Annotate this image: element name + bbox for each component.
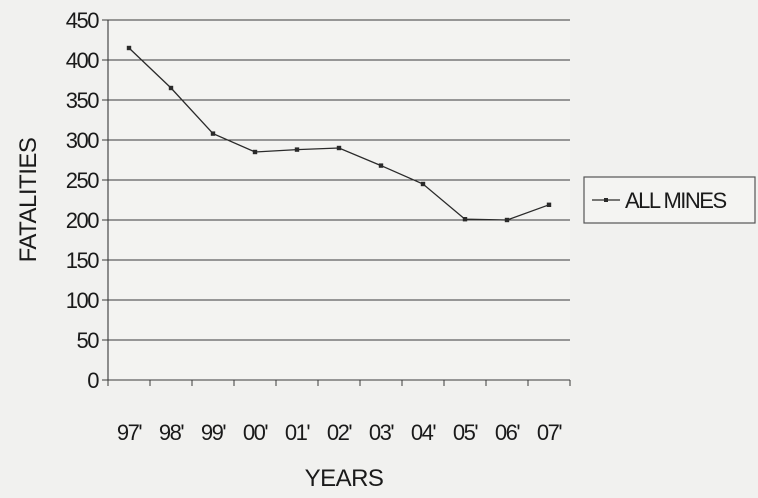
y-tick-labels: 0 50 100 150 200 250 300 350 400 450 <box>66 8 101 393</box>
data-point <box>126 45 132 51</box>
data-point <box>546 202 552 207</box>
gridlines <box>102 19 570 381</box>
x-tick-label: 00' <box>243 420 268 445</box>
x-tick-label: 07' <box>537 420 562 445</box>
y-tick-label: 100 <box>66 288 99 313</box>
x-tick-label: 03' <box>369 420 394 445</box>
series-group <box>126 45 552 223</box>
data-point <box>168 85 174 91</box>
y-tick-label: 400 <box>66 48 99 73</box>
legend: ALL MINES <box>583 176 756 224</box>
data-point <box>462 217 468 222</box>
x-tick-label: 97' <box>117 420 142 445</box>
x-tick-label: 99' <box>201 420 226 445</box>
x-tick-label: 01' <box>285 420 310 445</box>
x-tick-labels: 97' 98' 99' 00' 01' 02' 03' 04' 05' 06' 07' <box>117 420 564 445</box>
data-point <box>378 163 384 168</box>
data-point <box>210 131 216 136</box>
y-tick-label: 0 <box>87 368 99 393</box>
y-axis-title: FATALITIES <box>15 138 42 263</box>
data-point <box>336 145 342 151</box>
x-tick-label: 02' <box>327 420 352 445</box>
plot-area <box>108 20 570 380</box>
x-tick-label: 04' <box>411 420 436 445</box>
y-tick-label: 250 <box>66 168 99 193</box>
data-point <box>504 217 510 223</box>
legend-marker-swatch <box>604 198 608 202</box>
x-tick-label: 06' <box>495 420 520 445</box>
x-axis-title: YEARS <box>305 465 384 492</box>
axes <box>107 20 571 386</box>
data-point <box>294 147 300 152</box>
x-tick-label: 05' <box>453 420 478 445</box>
y-tick-label: 150 <box>66 248 99 273</box>
data-point <box>420 181 426 187</box>
y-tick-label: 300 <box>66 128 99 153</box>
plot-background <box>108 20 570 380</box>
legend-label: ALL MINES <box>625 188 726 213</box>
y-tick-label: 450 <box>66 8 99 33</box>
y-tick-label: 200 <box>66 208 99 233</box>
y-tick-label: 50 <box>77 328 100 353</box>
x-tick-label: 98' <box>159 420 184 445</box>
data-point <box>252 149 258 155</box>
y-tick-label: 350 <box>66 88 99 113</box>
